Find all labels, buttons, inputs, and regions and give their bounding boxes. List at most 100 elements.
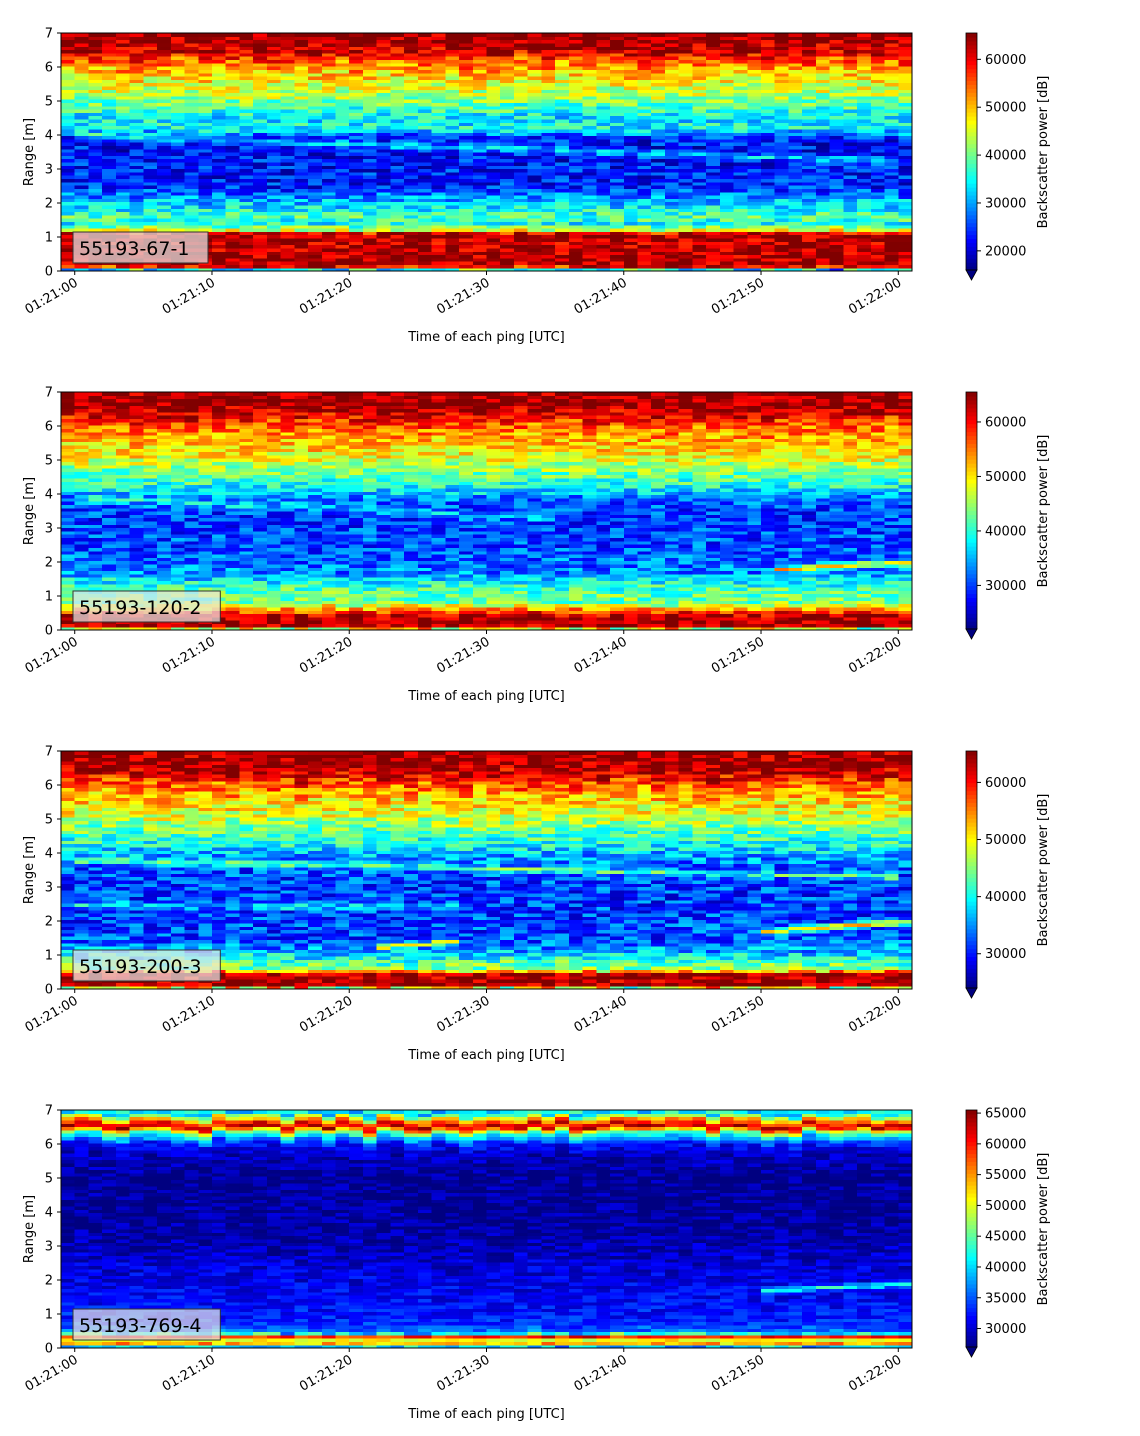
heatmap-cell xyxy=(280,181,295,186)
heatmap-cell xyxy=(239,185,254,189)
heatmap-cell xyxy=(308,118,323,123)
heatmap-cell xyxy=(143,135,158,140)
heatmap-cell xyxy=(61,158,76,163)
heatmap-cell xyxy=(211,224,227,229)
heatmap-cell xyxy=(266,66,282,70)
heatmap-cell xyxy=(280,241,295,246)
y-tick-label: 7 xyxy=(45,27,53,42)
heatmap-cell xyxy=(129,221,144,226)
heatmap-cell xyxy=(61,128,76,133)
heatmap-cell xyxy=(88,62,103,67)
colorbar-tick-label: 60000 xyxy=(985,53,1026,68)
heatmap-cell xyxy=(198,175,213,180)
heatmap-cell xyxy=(61,185,76,189)
heatmap-cell xyxy=(61,257,76,262)
heatmap-cell xyxy=(170,66,186,70)
heatmap-cell xyxy=(143,36,158,41)
heatmap-cell xyxy=(184,102,199,107)
heatmap-cell xyxy=(61,261,76,265)
heatmap-cell xyxy=(308,99,323,104)
heatmap-cell xyxy=(211,132,227,137)
heatmap-cell xyxy=(280,228,295,232)
heatmap-cell xyxy=(308,102,323,107)
heatmap-cell xyxy=(225,128,241,133)
heatmap-cell xyxy=(308,237,323,242)
heatmap-cell xyxy=(294,257,309,262)
heatmap-cell xyxy=(280,191,295,196)
heatmap-cell xyxy=(143,112,158,117)
heatmap-cell xyxy=(253,79,268,84)
heatmap-cell xyxy=(253,191,268,196)
heatmap-cell xyxy=(266,247,282,252)
heatmap-cell xyxy=(527,33,543,37)
heatmap-cell xyxy=(170,75,186,80)
heatmap-cell xyxy=(74,89,90,94)
heatmap-cell xyxy=(253,264,268,269)
heatmap-cell xyxy=(225,241,241,246)
heatmap-cell xyxy=(253,66,268,70)
heatmap-cell xyxy=(198,161,213,166)
heatmap-cell xyxy=(294,72,309,77)
heatmap-cell xyxy=(115,204,131,209)
heatmap-cell xyxy=(239,118,254,123)
heatmap-cell xyxy=(184,75,199,80)
heatmap-cell xyxy=(143,75,158,80)
heatmap-cell xyxy=(280,261,295,265)
heatmap-cell xyxy=(211,72,227,77)
heatmap-cell xyxy=(225,142,241,146)
heatmap-cell xyxy=(157,105,172,110)
heatmap-cell xyxy=(308,211,323,216)
heatmap-cell xyxy=(170,46,186,51)
heatmap-cell xyxy=(225,214,241,219)
heatmap-cell xyxy=(280,102,295,107)
heatmap-cell xyxy=(225,145,241,150)
heatmap-cell xyxy=(143,85,158,90)
heatmap-cell xyxy=(280,95,295,100)
heatmap-cell xyxy=(280,112,295,117)
heatmap-cell xyxy=(115,99,131,104)
heatmap-cell xyxy=(115,142,131,146)
heatmap-cell xyxy=(294,191,309,196)
heatmap-cell xyxy=(61,204,76,209)
heatmap-cell xyxy=(308,191,323,196)
heatmap-cell xyxy=(253,247,268,252)
heatmap-cell xyxy=(294,247,309,252)
heatmap-cell xyxy=(129,168,144,173)
heatmap-cell xyxy=(198,264,213,269)
heatmap-cell xyxy=(129,72,144,77)
heatmap-cell xyxy=(170,125,186,130)
heatmap-cell xyxy=(61,85,76,90)
heatmap-cell xyxy=(129,109,144,113)
heatmap-cell xyxy=(143,145,158,150)
heatmap-cell xyxy=(74,218,90,223)
heatmap-cell xyxy=(198,82,213,87)
heatmap-cell xyxy=(102,221,117,226)
heatmap-cell xyxy=(308,228,323,232)
heatmap-cell xyxy=(253,175,268,180)
heatmap-cell xyxy=(280,138,295,143)
heatmap-cell xyxy=(211,181,227,186)
heatmap-cell xyxy=(294,112,309,117)
heatmap-cell xyxy=(115,49,131,54)
heatmap-cell xyxy=(294,142,309,146)
heatmap-cell xyxy=(170,264,186,269)
heatmap-cell xyxy=(308,208,323,213)
heatmap-cell xyxy=(157,109,172,113)
heatmap-cell xyxy=(198,214,213,219)
heatmap-cell xyxy=(143,89,158,94)
heatmap-cell xyxy=(211,109,227,113)
heatmap-cell xyxy=(143,211,158,216)
heatmap-cell xyxy=(253,102,268,107)
heatmap-cell xyxy=(170,181,186,186)
heatmap-cell xyxy=(239,208,254,213)
heatmap-cell xyxy=(280,171,295,176)
heatmap-cell xyxy=(129,49,144,54)
heatmap-cell xyxy=(61,198,76,203)
heatmap-cell xyxy=(88,69,103,74)
heatmap-cell xyxy=(253,244,268,249)
heatmap-cell xyxy=(88,148,103,153)
heatmap-cell xyxy=(74,72,90,77)
heatmap-cell xyxy=(253,221,268,226)
heatmap-cell xyxy=(198,66,213,70)
